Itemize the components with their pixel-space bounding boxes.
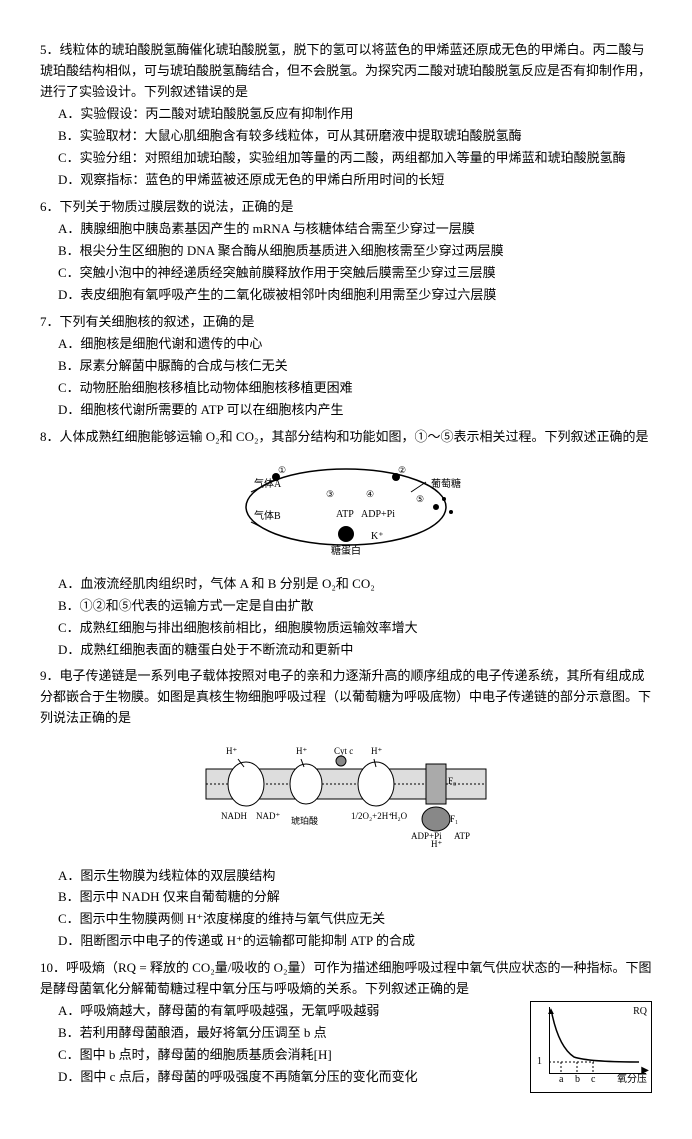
q7-option-c: C．动物胚胎细胞核移植比动物体细胞核移植更困难 <box>58 378 652 399</box>
label-succ: 琥珀酸 <box>291 815 318 826</box>
svg-text:②: ② <box>398 465 406 475</box>
q9-option-d: D．阻断图示中电子的传递或 H⁺的运输都可能抑制 ATP 的合成 <box>58 931 652 952</box>
label-f0: F₀ <box>448 776 456 786</box>
label-h3: H⁺ <box>371 746 382 756</box>
q8-diagram: 气体A 气体B ATP ADP+Pi 葡萄糖 糖蛋白 K⁺ ① ② ③ ④ <box>40 453 652 568</box>
q7-option-a: A．细胞核是细胞代谢和遗传的中心 <box>58 334 652 355</box>
x-label: 氧分压 <box>617 1072 647 1088</box>
label-nadh: NADH <box>221 811 247 821</box>
q10-chart: ▲ ▶ RQ 1 a b c 氧分压 <box>530 1001 652 1093</box>
q10-stem-text: 呼吸熵（RQ = 释放的 CO₂量/吸收的 O₂量）可作为描述细胞呼吸过程中氧气… <box>40 960 652 996</box>
q9-number: 9． <box>40 668 60 683</box>
q7-stem: 7．下列有关细胞核的叙述，正确的是 <box>40 312 652 333</box>
label-h2: H⁺ <box>296 746 307 756</box>
q9-diagram: H⁺ H⁺ Cyt c H⁺ NADH NAD⁺ 琥珀酸 1/2O₂+2H⁺ H… <box>40 735 652 860</box>
rq-curve <box>549 1012 644 1072</box>
q7-number: 7． <box>40 314 60 329</box>
q8-number: 8． <box>40 429 60 444</box>
svg-text:③: ③ <box>326 489 334 499</box>
label-h2o: H₂O <box>391 811 408 821</box>
question-5: 5．线粒体的琥珀酸脱氢酶催化琥珀酸脱氢，脱下的氢可以将蓝色的甲烯蓝还原成无色的甲… <box>40 40 652 191</box>
label-k: K⁺ <box>371 531 384 542</box>
q10-stem: 10．呼吸熵（RQ = 释放的 CO₂量/吸收的 O₂量）可作为描述细胞呼吸过程… <box>40 958 652 1000</box>
q8-option-a: A．血液流经肌肉组织时，气体 A 和 B 分别是 O₂和 CO₂ <box>58 574 652 595</box>
q8-stem: 8．人体成熟红细胞能够运输 O₂和 CO₂，其部分结构和功能如图，①～⑤表示相关… <box>40 427 652 448</box>
q6-option-c: C．突触小泡中的神经递质经突触前膜释放作用于突触后膜需至少穿过三层膜 <box>58 263 652 284</box>
q9-option-c: C．图示中生物膜两侧 H⁺浓度梯度的维持与氧气供应无关 <box>58 909 652 930</box>
x-tick-a: a <box>559 1072 563 1088</box>
q8-stem-text: 人体成熟红细胞能够运输 O₂和 CO₂，其部分结构和功能如图，①～⑤表示相关过程… <box>60 429 649 444</box>
label-gasB: 气体B <box>254 509 281 522</box>
q9-stem-text: 电子传递链是一系列电子载体按照对电子的亲和力逐渐升高的顺序组成的电子传递系统，其… <box>40 668 651 725</box>
label-h1: H⁺ <box>226 746 237 756</box>
q6-stem-text: 下列关于物质过膜层数的说法，正确的是 <box>60 199 294 214</box>
q6-options: A．胰腺细胞中胰岛素基因产生的 mRNA 与核糖体结合需至少穿过一层膜 B．根尖… <box>40 219 652 305</box>
q7-option-d: D．细胞核代谢所需要的 ATP 可以在细胞核内产生 <box>58 400 652 421</box>
label-atp: ATP <box>336 509 354 520</box>
q9-stem: 9．电子传递链是一系列电子载体按照对电子的亲和力逐渐升高的顺序组成的电子传递系统… <box>40 666 652 728</box>
q5-number: 5． <box>40 42 60 57</box>
question-8: 8．人体成熟红细胞能够运输 O₂和 CO₂，其部分结构和功能如图，①～⑤表示相关… <box>40 427 652 661</box>
q9-options: A．图示生物膜为线粒体的双层膜结构 B．图示中 NADH 仅来自葡萄糖的分解 C… <box>40 866 652 952</box>
label-cytc: Cyt c <box>334 746 353 756</box>
svg-text:H⁺: H⁺ <box>431 839 442 849</box>
svg-text:①: ① <box>278 465 286 475</box>
q5-stem: 5．线粒体的琥珀酸脱氢酶催化琥珀酸脱氢，脱下的氢可以将蓝色的甲烯蓝还原成无色的甲… <box>40 40 652 102</box>
q9-option-b: B．图示中 NADH 仅来自葡萄糖的分解 <box>58 887 652 908</box>
label-atp: ATP <box>454 831 470 841</box>
q8-option-d: D．成熟红细胞表面的糖蛋白处于不断流动和更新中 <box>58 640 652 661</box>
q9-option-a: A．图示生物膜为线粒体的双层膜结构 <box>58 866 652 887</box>
q8-option-b: B．①②和⑤代表的运输方式一定是自由扩散 <box>58 596 652 617</box>
q6-option-a: A．胰腺细胞中胰岛素基因产生的 mRNA 与核糖体结合需至少穿过一层膜 <box>58 219 652 240</box>
q5-option-b: B．实验取材：大鼠心肌细胞含有较多线粒体，可从其研磨液中提取琥珀酸脱氢酶 <box>58 126 652 147</box>
q6-option-b: B．根尖分生区细胞的 DNA 聚合酶从细胞质基质进入细胞核需至少穿过两层膜 <box>58 241 652 262</box>
y-tick-1: 1 <box>537 1054 542 1070</box>
q7-options: A．细胞核是细胞代谢和遗传的中心 B．尿素分解菌中脲酶的合成与核仁无关 C．动物… <box>40 334 652 420</box>
svg-text:⑤: ⑤ <box>416 494 424 504</box>
q5-options: A．实验假设：丙二酸对琥珀酸脱氢反应有抑制作用 B．实验取材：大鼠心肌细胞含有较… <box>40 104 652 190</box>
label-o2: 1/2O₂+2H⁺ <box>351 811 393 821</box>
question-7: 7．下列有关细胞核的叙述，正确的是 A．细胞核是细胞代谢和遗传的中心 B．尿素分… <box>40 312 652 421</box>
q8-options: A．血液流经肌肉组织时，气体 A 和 B 分别是 O₂和 CO₂ B．①②和⑤代… <box>40 574 652 660</box>
q6-option-d: D．表皮细胞有氧呼吸产生的二氧化碳被相邻叶肉细胞利用需至少穿过六层膜 <box>58 285 652 306</box>
q5-stem-text: 线粒体的琥珀酸脱氢酶催化琥珀酸脱氢，脱下的氢可以将蓝色的甲烯蓝还原成无色的甲烯白… <box>40 42 651 99</box>
label-glucose: 葡萄糖 <box>431 477 461 490</box>
svg-text:④: ④ <box>366 489 374 499</box>
question-9: 9．电子传递链是一系列电子载体按照对电子的亲和力逐渐升高的顺序组成的电子传递系统… <box>40 666 652 951</box>
label-nad: NAD⁺ <box>256 811 280 821</box>
q5-option-d: D．观察指标：蓝色的甲烯蓝被还原成无色的甲烯白所用时间的长短 <box>58 170 652 191</box>
q5-option-c: C．实验分组：对照组加琥珀酸，实验组加等量的丙二酸，两组都加入等量的甲烯蓝和琥珀… <box>58 148 652 169</box>
q8-option-c: C．成熟红细胞与排出细胞核前相比，细胞膜物质运输效率增大 <box>58 618 652 639</box>
label-adp: ADP+Pi <box>361 509 395 520</box>
label-f1: F₁ <box>450 814 458 824</box>
label-glyco: 糖蛋白 <box>331 544 361 557</box>
x-tick-b: b <box>575 1072 580 1088</box>
x-tick-c: c <box>591 1072 595 1088</box>
q6-number: 6． <box>40 199 60 214</box>
q6-stem: 6．下列关于物质过膜层数的说法，正确的是 <box>40 197 652 218</box>
q5-option-a: A．实验假设：丙二酸对琥珀酸脱氢反应有抑制作用 <box>58 104 652 125</box>
q7-option-b: B．尿素分解菌中脲酶的合成与核仁无关 <box>58 356 652 377</box>
q10-number: 10． <box>40 960 66 975</box>
question-6: 6．下列关于物质过膜层数的说法，正确的是 A．胰腺细胞中胰岛素基因产生的 mRN… <box>40 197 652 306</box>
q7-stem-text: 下列有关细胞核的叙述，正确的是 <box>60 314 255 329</box>
question-10: 10．呼吸熵（RQ = 释放的 CO₂量/吸收的 O₂量）可作为描述细胞呼吸过程… <box>40 958 652 1094</box>
